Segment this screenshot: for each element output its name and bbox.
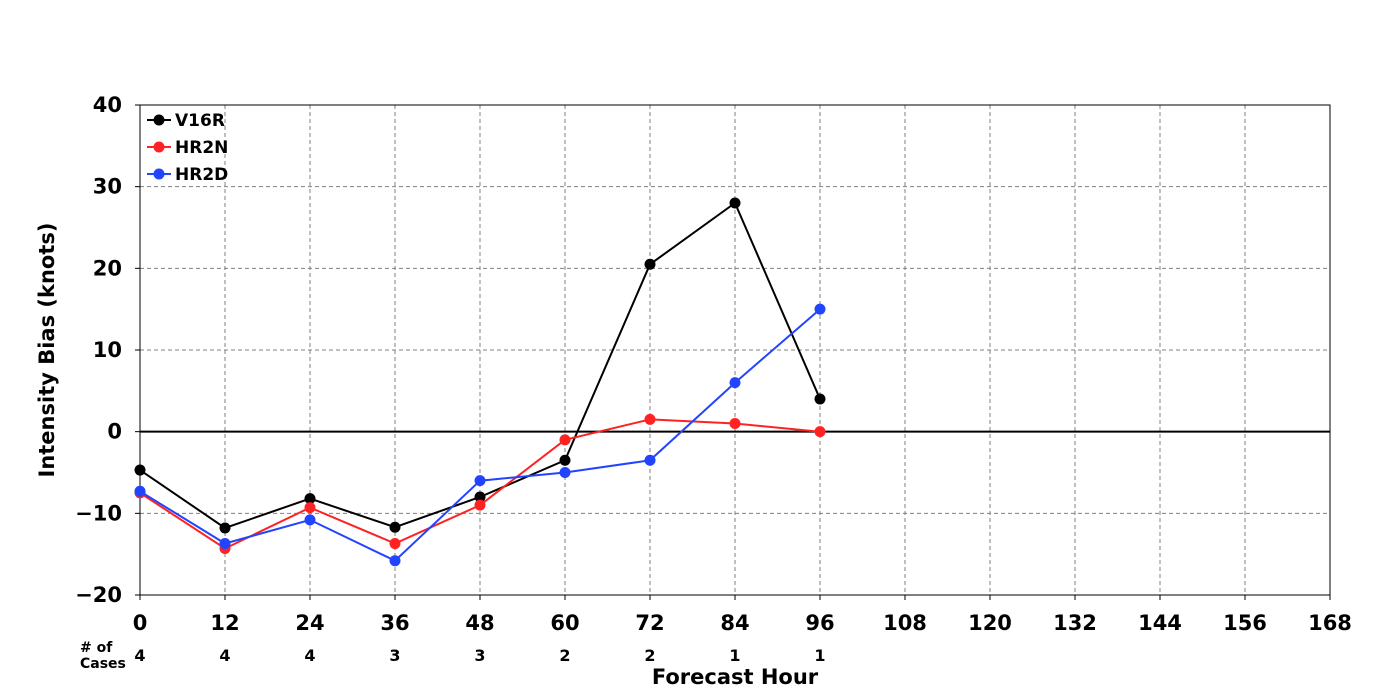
y-tick-label: 0	[107, 420, 122, 444]
legend-label: HR2D	[175, 165, 228, 185]
x-tick-label: 12	[210, 611, 239, 635]
x-axis-label: Forecast Hour	[652, 665, 819, 689]
y-axis-ticks: 40 30 20 10 0 −10 −20	[75, 93, 140, 607]
legend-marker	[153, 141, 165, 153]
case-count: 3	[389, 646, 400, 665]
legend-marker	[153, 168, 165, 180]
data-point-hr2n	[559, 434, 571, 446]
data-point-v16r	[389, 521, 401, 533]
x-tick-label: 48	[465, 611, 494, 635]
data-point-hr2n	[389, 538, 401, 550]
cases-counts: # of Cases 4 4 4 3 3 2 2 1 1	[80, 640, 826, 672]
x-tick-label: 36	[380, 611, 409, 635]
x-tick-label: 120	[968, 611, 1012, 635]
x-tick-label: 72	[635, 611, 664, 635]
x-tick-label: 132	[1053, 611, 1097, 635]
data-point-v16r	[559, 454, 571, 466]
data-point-v16r	[304, 493, 316, 505]
y-tick-label: −20	[75, 583, 122, 607]
series-lines	[134, 197, 826, 567]
x-tick-label: 84	[720, 611, 749, 635]
legend-label: HR2N	[175, 138, 228, 158]
y-tick-label: 20	[93, 256, 122, 280]
x-tick-label: 96	[805, 611, 834, 635]
case-count: 2	[559, 646, 570, 665]
y-tick-label: 30	[93, 175, 122, 199]
case-count: 4	[304, 646, 315, 665]
data-point-v16r	[644, 258, 656, 270]
case-count: 4	[219, 646, 230, 665]
case-count: 1	[729, 646, 740, 665]
legend-label: V16R	[175, 111, 225, 131]
data-point-hr2d	[389, 555, 401, 567]
data-point-hr2n	[644, 413, 656, 425]
data-point-v16r	[729, 197, 741, 209]
data-point-v16r	[474, 491, 486, 503]
x-tick-label: 168	[1308, 611, 1352, 635]
x-axis-ticks: 0 12 24 36 48 60 72 84 96 108 120 132 144 156 168	[133, 595, 1352, 635]
data-point-v16r	[134, 464, 146, 476]
legend-marker	[153, 114, 165, 126]
y-tick-label: 10	[93, 338, 122, 362]
y-tick-label: −10	[75, 501, 122, 525]
x-tick-label: 144	[1138, 611, 1182, 635]
y-axis-label: Intensity Bias (knots)	[35, 223, 59, 478]
data-point-hr2d	[814, 303, 826, 315]
data-point-hr2n	[729, 418, 741, 429]
data-point-hr2n	[814, 426, 826, 438]
data-point-hr2d	[559, 467, 571, 478]
x-tick-label: 60	[550, 611, 579, 635]
data-point-hr2d	[219, 538, 231, 550]
legend: V16R HR2N HR2D	[147, 111, 228, 185]
x-tick-label: 24	[295, 611, 324, 635]
x-tick-label: 108	[883, 611, 927, 635]
cases-label: # of Cases	[80, 640, 126, 672]
data-point-hr2n	[474, 499, 486, 511]
case-count: 4	[134, 646, 145, 665]
data-point-v16r	[814, 393, 826, 405]
data-point-hr2d	[474, 475, 486, 487]
case-count: 3	[474, 646, 485, 665]
grid-lines	[140, 105, 1330, 595]
data-point-hr2d	[644, 454, 656, 466]
data-point-hr2n	[304, 502, 316, 514]
data-point-hr2d	[304, 514, 316, 526]
y-tick-label: 40	[93, 93, 122, 117]
case-count: 1	[814, 646, 825, 665]
case-count: 2	[644, 646, 655, 665]
x-tick-label: 156	[1223, 611, 1267, 635]
data-point-v16r	[219, 522, 231, 534]
data-point-hr2d	[134, 485, 146, 497]
x-tick-label: 0	[133, 611, 148, 635]
data-point-hr2d	[729, 377, 741, 389]
